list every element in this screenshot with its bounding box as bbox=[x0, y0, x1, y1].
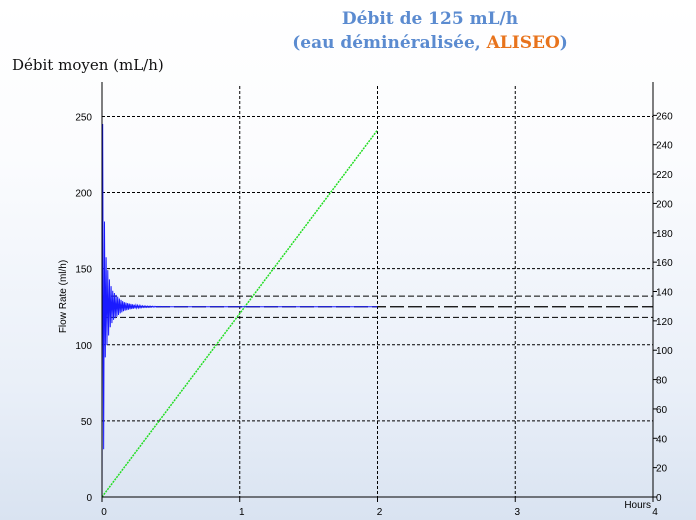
y2-tick-label: 20 bbox=[656, 464, 668, 475]
x-tick-label: 2 bbox=[377, 507, 383, 518]
y2-tick-label: 40 bbox=[656, 434, 668, 445]
y2-tick-label: 260 bbox=[656, 111, 673, 122]
y-axis-title: Flow Rate (ml/h) bbox=[58, 260, 69, 333]
y2-tick-label: 220 bbox=[656, 170, 673, 181]
y2-tick-label: 180 bbox=[656, 229, 673, 240]
axes bbox=[101, 82, 657, 502]
y2-tick-label: 160 bbox=[656, 258, 673, 269]
main-y-axis-label: Débit moyen (mL/h) bbox=[12, 56, 164, 74]
series-lines bbox=[101, 124, 379, 498]
y2-tick-label: 80 bbox=[656, 376, 668, 387]
chart-title-line2: (eau déminéralisée, ALISEO) bbox=[190, 33, 670, 53]
y2-tick-label: 120 bbox=[656, 317, 673, 328]
x-tick-label: 1 bbox=[239, 507, 245, 518]
flow-rate-series-line bbox=[101, 124, 378, 498]
x-tick-label: 0 bbox=[101, 507, 107, 518]
y2-tick-label: 0 bbox=[656, 493, 662, 504]
y-tick-label: 200 bbox=[75, 189, 92, 200]
title-accent: ALISEO bbox=[486, 33, 560, 53]
y-tick-label: 0 bbox=[86, 493, 92, 504]
y2-tick-label: 200 bbox=[656, 199, 673, 210]
title-prefix: (eau déminéralisée, bbox=[292, 33, 487, 53]
chart-title-line1: Débit de 125 mL/h bbox=[341, 9, 519, 29]
y-tick-label: 250 bbox=[75, 112, 92, 123]
y2-tick-label: 240 bbox=[656, 141, 673, 152]
y-tick-label: 100 bbox=[75, 341, 92, 352]
volume-series-line bbox=[101, 129, 379, 498]
y2-tick-label: 60 bbox=[656, 405, 668, 416]
x-tick-label: 3 bbox=[514, 507, 520, 518]
y2-tick-label: 140 bbox=[656, 288, 673, 299]
x-tick-label: 4 bbox=[652, 507, 658, 518]
tick-labels: 0 1 2 3 405010015020025002040608010012014016… bbox=[58, 111, 673, 518]
y2-tick-label: 100 bbox=[656, 346, 673, 357]
x-axis-title: Hours bbox=[624, 500, 651, 511]
grid-lines bbox=[102, 86, 653, 497]
y-tick-label: 150 bbox=[75, 265, 92, 276]
title-suffix: ) bbox=[559, 33, 568, 53]
y-tick-label: 50 bbox=[81, 417, 93, 428]
